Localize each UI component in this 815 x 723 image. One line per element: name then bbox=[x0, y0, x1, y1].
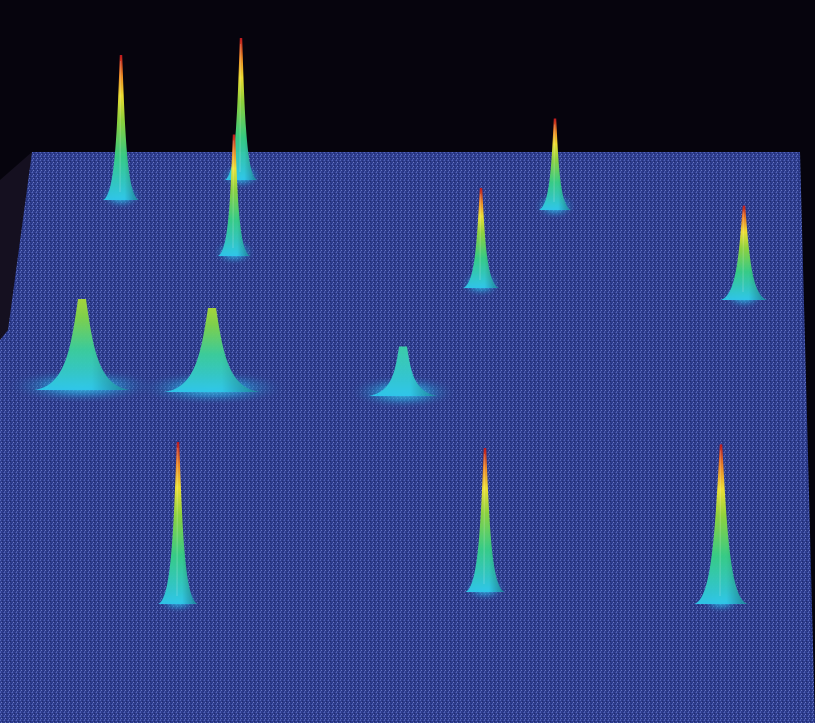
surface-peak bbox=[533, 118, 577, 220]
surface-peak bbox=[720, 205, 768, 310]
surface-peak bbox=[463, 448, 507, 602]
surface-left-edge bbox=[0, 152, 32, 340]
peaks-layer bbox=[4, 38, 768, 614]
surface-peak bbox=[134, 308, 290, 406]
surface-plane bbox=[0, 152, 815, 723]
surface-peak bbox=[459, 188, 503, 298]
surface-peak bbox=[347, 346, 459, 410]
surface-peak bbox=[99, 55, 143, 210]
surface-peak bbox=[212, 134, 256, 266]
surface-peak bbox=[4, 299, 160, 404]
surface-peak bbox=[156, 442, 200, 614]
surface-peak bbox=[694, 444, 748, 614]
surface-peak bbox=[219, 38, 263, 190]
